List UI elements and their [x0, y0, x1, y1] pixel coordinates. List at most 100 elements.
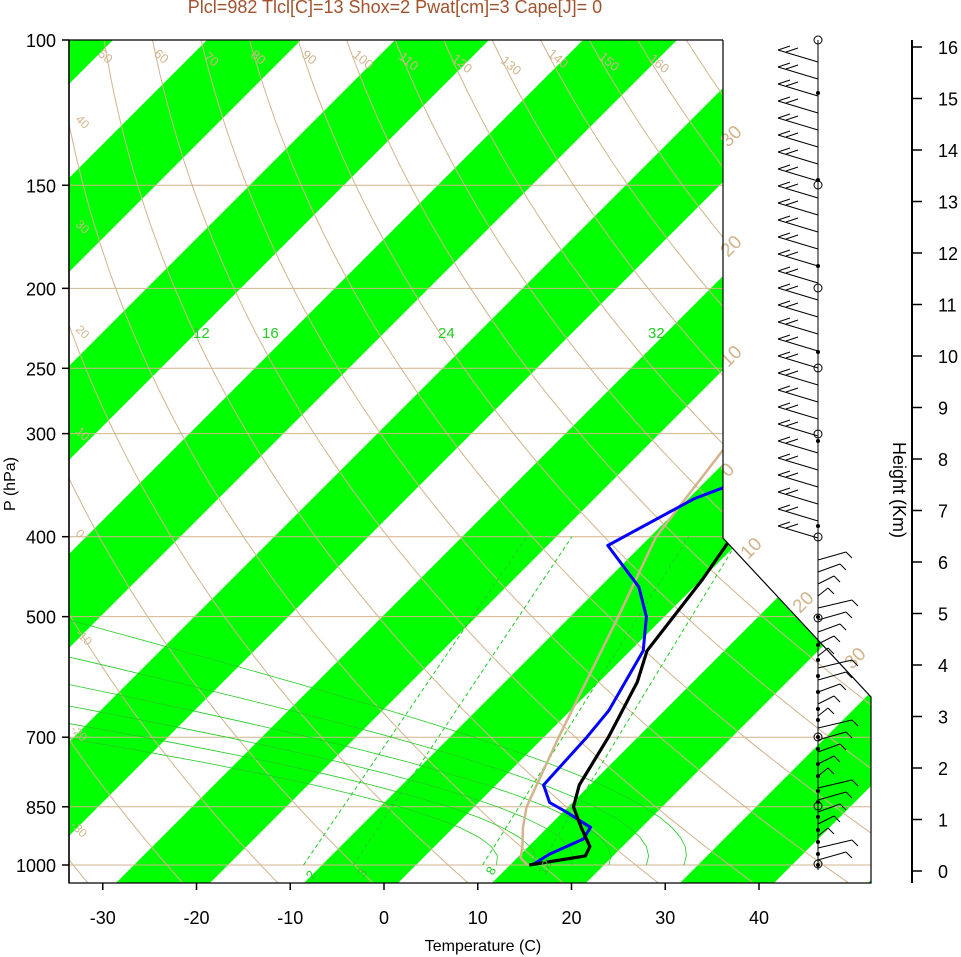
wind-level-dot — [816, 852, 820, 856]
wind-level-dot — [816, 350, 820, 354]
height-tick-label: 6 — [938, 553, 948, 573]
wind-level-dot — [816, 91, 820, 95]
temperature-axis-title: Temperature (C) — [425, 938, 541, 955]
wind-level-dot — [816, 718, 820, 722]
temperature-tick-label: 30 — [655, 908, 675, 928]
height-tick-label: 1 — [938, 811, 948, 831]
dry-adiabat-line — [69, 40, 373, 883]
height-tick-label: 2 — [938, 759, 948, 779]
wind-level-dot — [816, 643, 820, 647]
pressure-axis-title: P (hPa) — [2, 457, 19, 511]
height-axis-title: Height (Km) — [889, 442, 909, 538]
height-tick-label: 16 — [938, 38, 958, 58]
wind-level-dot — [816, 789, 820, 793]
isotherm-label: 20 — [73, 322, 93, 342]
isotherm-label-right: 20 — [717, 232, 747, 262]
wind-calm-circle — [813, 613, 823, 623]
isotherm-label: 40 — [73, 112, 93, 132]
mixing-ratio-label: 12 — [193, 325, 210, 342]
height-tick-label: 12 — [938, 244, 958, 264]
mixing-ratio-line — [303, 536, 528, 866]
mixing-ratio-label: 16 — [262, 325, 279, 342]
dry-adiabat-label: 90 — [299, 47, 320, 68]
wind-level-dot — [816, 840, 820, 844]
wind-level-dot — [816, 774, 820, 778]
mixing-ratio-label: 8 — [483, 864, 500, 878]
dry-adiabat-line — [69, 40, 468, 883]
dry-adiabat-line — [196, 40, 849, 883]
wind-calm-circle — [813, 35, 823, 45]
pressure-tick-label: 250 — [26, 359, 56, 379]
pressure-tick-label: 200 — [26, 279, 56, 299]
wind-calm-circle — [813, 180, 823, 190]
pressure-tick-label: 700 — [26, 728, 56, 748]
height-tick-label: 5 — [938, 605, 948, 625]
dry-adiabat-line — [291, 40, 871, 883]
pressure-tick-label: 1000 — [16, 856, 56, 876]
dry-adiabat-line — [244, 40, 871, 883]
dry-adiabat-line — [69, 40, 183, 883]
pressure-tick-label: 500 — [26, 608, 56, 628]
moist-adiabat-line — [69, 367, 612, 866]
wind-calm-circle — [813, 859, 823, 869]
height-tick-label: 8 — [938, 450, 948, 470]
height-tick-label: 10 — [938, 347, 958, 367]
temperature-tick-label: 40 — [749, 908, 769, 928]
dry-adiabat-line — [148, 40, 754, 883]
dry-adiabat-line — [339, 40, 871, 883]
height-tick-label: 11 — [938, 296, 957, 316]
wind-level-dot — [816, 658, 820, 662]
chart-title: Plcl=982 Tlcl[C]=13 Shox=2 Pwat[cm]=3 Ca… — [187, 0, 603, 17]
temperature-tick-label: 20 — [561, 908, 581, 928]
temperature-tick-label: 10 — [468, 908, 488, 928]
wind-level-dot — [816, 815, 820, 819]
wind-level-dot — [816, 674, 820, 678]
wind-level-dot — [816, 439, 820, 443]
moist-adiabat-line — [69, 367, 498, 866]
dry-adiabat-line — [387, 40, 871, 883]
isotherm-band — [69, 40, 489, 883]
moist-adiabat-line — [69, 367, 687, 866]
pressure-tick-label: 400 — [26, 528, 56, 548]
mixing-ratio-label: 2 — [303, 868, 320, 882]
moist-adiabat-line — [69, 367, 536, 866]
height-tick-label: 3 — [938, 708, 948, 728]
pressure-tick-label: 300 — [26, 425, 56, 445]
moist-adiabat-line — [69, 367, 650, 866]
wind-level-dot — [816, 863, 820, 867]
wind-calm-circle — [813, 532, 823, 542]
wind-calm-circle — [813, 283, 823, 293]
mixing-ratio-line — [352, 536, 573, 866]
mixing-ratio-line — [482, 536, 690, 866]
wind-calm-circle — [813, 801, 823, 811]
mixing-ratio-label: 32 — [648, 325, 665, 342]
mixing-ratio-label: 12 — [535, 857, 555, 877]
dry-adiabat-line — [435, 40, 871, 883]
isotherm-band — [69, 40, 865, 883]
wind-barbs — [777, 45, 859, 861]
temperature-tick-label: -10 — [277, 908, 303, 928]
isotherm-band — [492, 40, 871, 883]
wind-level-dot — [816, 828, 820, 832]
wind-level-dot — [816, 735, 820, 739]
dry-adiabat-line — [69, 40, 278, 883]
height-tick-label: 9 — [938, 399, 948, 419]
height-tick-label: 4 — [938, 656, 948, 676]
wind-level-dot — [816, 615, 820, 619]
pressure-tick-label: 100 — [26, 31, 56, 51]
pressure-tick-label: 850 — [26, 798, 56, 818]
pressure-tick-label: 150 — [26, 176, 56, 196]
wind-calm-circle — [813, 732, 823, 742]
temperature-tick-label: -20 — [183, 908, 209, 928]
height-tick-label: 13 — [938, 193, 958, 213]
dry-adiabat-line — [69, 40, 564, 883]
dry-adiabat-line — [483, 40, 871, 883]
wind-level-dot — [816, 690, 820, 694]
wind-calm-circle — [813, 429, 823, 439]
height-tick-label: 15 — [938, 90, 958, 110]
wind-level-dot — [816, 707, 820, 711]
height-tick-label: 0 — [938, 862, 948, 882]
temperature-tick-label: 0 — [379, 908, 389, 928]
temperature-tick-label: -30 — [90, 908, 116, 928]
